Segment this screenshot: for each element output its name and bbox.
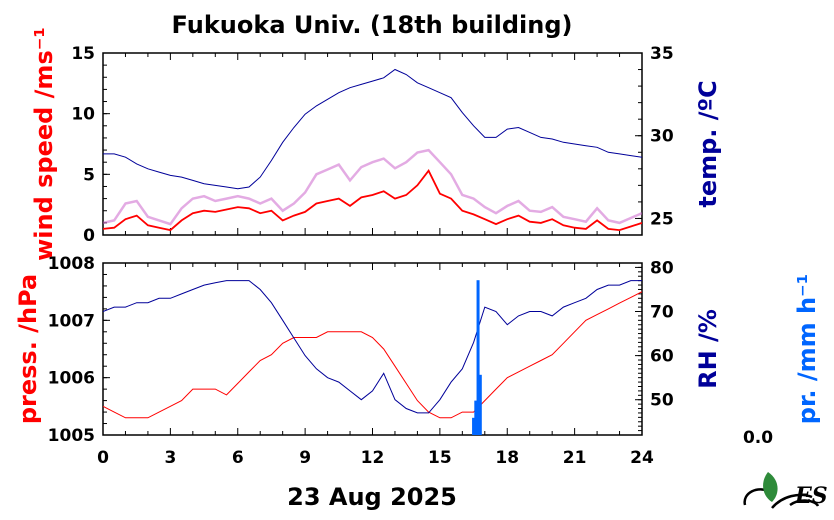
right-axis-title: temp. /ºC	[694, 80, 722, 207]
x-tick-label: 24	[630, 448, 654, 468]
precip-bar	[476, 280, 480, 435]
fes-logo: ES	[743, 472, 828, 509]
left-tick-label: 1007	[48, 311, 95, 331]
x-tick-label: 6	[232, 448, 244, 468]
precip-bar	[474, 400, 478, 435]
wind-speed-line	[103, 169, 642, 232]
precip-bar	[472, 417, 476, 435]
right-tick-label: 35	[650, 44, 674, 64]
left-tick-label: 15	[71, 44, 95, 64]
precip-axis-title: pr. /mm h⁻¹	[793, 274, 821, 424]
right-tick-label: 70	[650, 303, 674, 323]
time-axis-ticks: 0 3 6 9 12 15 18 21 24	[97, 448, 654, 468]
wind-temperature-panel: 0 5 10 15 25 30 35 wind speed /ms⁻¹ temp. /ºC	[30, 27, 722, 261]
right-tick-label: 25	[650, 209, 674, 229]
pressure-line	[103, 291, 642, 419]
right-tick-label: 60	[650, 347, 674, 367]
x-tick-label: 3	[164, 448, 176, 468]
relative-humidity-line	[103, 280, 642, 414]
left-axis-title: wind speed /ms⁻¹	[30, 27, 58, 261]
x-tick-label: 0	[97, 448, 109, 468]
x-tick-label: 9	[299, 448, 311, 468]
logo-letters: ES	[794, 483, 828, 509]
left-tick-label: 1008	[48, 254, 95, 274]
x-tick-label: 21	[563, 448, 587, 468]
x-tick-label: 12	[361, 448, 385, 468]
x-tick-label: 18	[495, 448, 519, 468]
chart-title: Fukuoka Univ. (18th building)	[172, 11, 573, 39]
left-tick-label: 1006	[48, 369, 95, 389]
date-label: 23 Aug 2025	[287, 483, 457, 511]
left-tick-label: 1005	[48, 426, 95, 446]
left-tick-label: 10	[71, 105, 95, 125]
left-axis-title: press. /hPa	[14, 274, 42, 424]
logo-leaf-icon	[763, 472, 778, 502]
left-tick-label: 5	[83, 165, 95, 185]
right-axis-title: RH /%	[694, 309, 722, 389]
right-tick-label: 30	[650, 127, 674, 147]
plot-frame	[102, 262, 643, 436]
pressure-humidity-panel: 1005 1006 1007 1008 50 60 70 80 press. /hPa RH /%…	[14, 254, 821, 446]
precip-bar	[478, 374, 482, 435]
left-tick-label: 0	[83, 226, 95, 246]
right-tick-label: 50	[650, 391, 674, 411]
temperature-line	[103, 68, 642, 190]
right-tick-label: 80	[650, 258, 674, 278]
rain-total-value: 0.0	[743, 428, 773, 448]
series-group	[103, 280, 642, 435]
wind-gust-line	[103, 148, 642, 226]
x-tick-label: 15	[428, 448, 452, 468]
series-group	[103, 68, 642, 232]
